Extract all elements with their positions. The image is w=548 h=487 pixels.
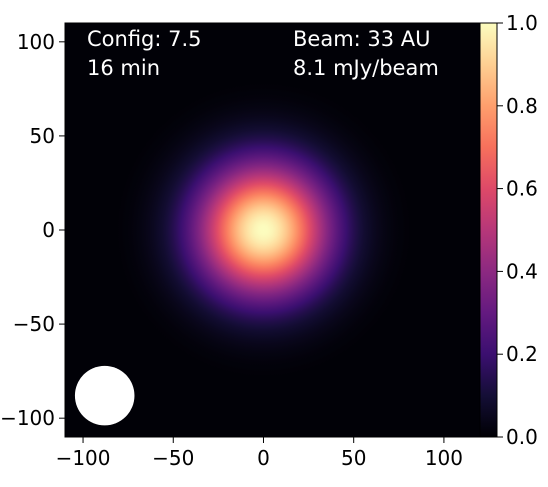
colorbar-tick-label: 0.4 (506, 259, 538, 283)
annotation-time: 16 min (87, 56, 160, 80)
y-tick-label: 0 (42, 218, 55, 242)
y-tick-label: −100 (0, 406, 55, 430)
x-tick-label: 100 (425, 446, 463, 470)
plot-area: Config: 7.5 16 min Beam: 33 AU 8.1 mJy/b… (64, 22, 498, 438)
colorbar-tick-label: 0.0 (506, 425, 538, 449)
y-tick-label: 50 (30, 124, 55, 148)
colorbar-tick-label: 1.0 (506, 11, 538, 35)
x-tick-label: −50 (152, 446, 194, 470)
colorbar: 0.0 0.2 0.4 0.6 0.8 1.0 (479, 11, 538, 449)
y-tick-label: 100 (17, 30, 55, 54)
y-tick-label: −50 (13, 312, 55, 336)
annotation-config: Config: 7.5 (87, 27, 202, 51)
annotation-sensitivity: 8.1 mJy/beam (293, 56, 439, 80)
colorbar-axis: 0.0 0.2 0.4 0.6 0.8 1.0 (497, 11, 538, 449)
x-axis: −100 −50 0 50 100 (56, 437, 463, 470)
colorbar-bar (479, 22, 498, 438)
x-tick-label: 0 (257, 446, 270, 470)
beam-ellipse (74, 365, 135, 426)
y-axis: −100 −50 0 50 100 (0, 30, 65, 430)
emission-blob (65, 23, 497, 437)
x-tick-label: 50 (341, 446, 366, 470)
colorbar-tick-label: 0.8 (506, 94, 538, 118)
x-tick-label: −100 (56, 446, 111, 470)
colorbar-tick-label: 0.2 (506, 342, 538, 366)
annotation-beam: Beam: 33 AU (293, 27, 431, 51)
colorbar-tick-label: 0.6 (506, 177, 538, 201)
